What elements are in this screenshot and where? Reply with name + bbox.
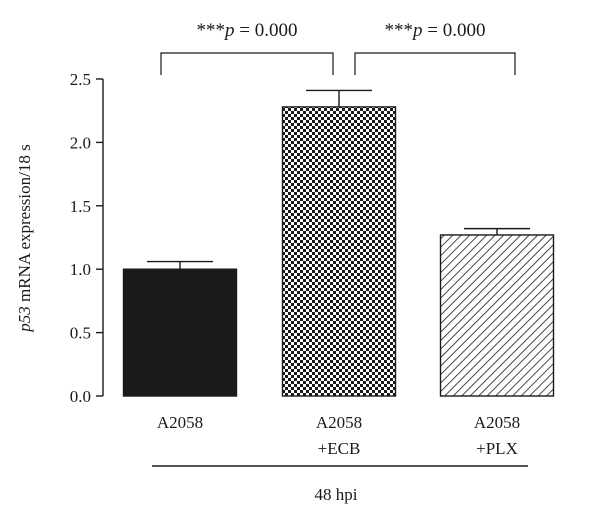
significance-brackets: ***p = 0.000 ***p = 0.000	[160, 20, 516, 75]
p-symbol: p	[411, 20, 423, 41]
x-tick-label: A2058	[316, 413, 362, 432]
significance-stars: ***	[197, 20, 226, 41]
significance-bracket	[354, 52, 516, 75]
bar-2	[281, 106, 397, 397]
y-tick-label: 2.5	[70, 70, 91, 89]
x-tick-label: +ECB	[318, 439, 361, 458]
significance-label: ***p = 0.000	[385, 20, 486, 41]
x-tick-label: A2058	[474, 413, 520, 432]
group-label: 48 hpi	[315, 485, 358, 504]
y-tick-label: 0.5	[70, 324, 91, 343]
bar-3	[439, 234, 555, 397]
y-tick-label: 1.5	[70, 197, 91, 216]
significance-label: ***p = 0.000	[197, 20, 298, 41]
x-tick-label: A2058	[157, 413, 203, 432]
y-axis-label: p53 mRNA expression/18 s	[15, 144, 34, 332]
y-tick-label: 0.0	[70, 387, 91, 406]
significance-bracket	[160, 52, 334, 75]
significance-stars: ***	[385, 20, 414, 41]
x-tick-label: +PLX	[476, 439, 518, 458]
y-axis: 0.0 0.5 1.0 1.5 2.0 2.5	[70, 70, 104, 406]
p-value: = 0.000	[423, 20, 486, 41]
y-tick-label: 2.0	[70, 133, 91, 152]
p-value: = 0.000	[235, 20, 298, 41]
x-axis-labels: A2058 A2058 +ECB A2058 +PLX	[157, 413, 520, 458]
y-axis-label-gene: p53	[15, 306, 34, 333]
p-symbol: p	[223, 20, 235, 41]
bars	[122, 106, 555, 397]
error-bars	[147, 89, 530, 270]
y-tick-label: 1.0	[70, 260, 91, 279]
bar-1	[122, 268, 238, 397]
y-axis-label-rest: mRNA expression/18 s	[15, 144, 34, 306]
